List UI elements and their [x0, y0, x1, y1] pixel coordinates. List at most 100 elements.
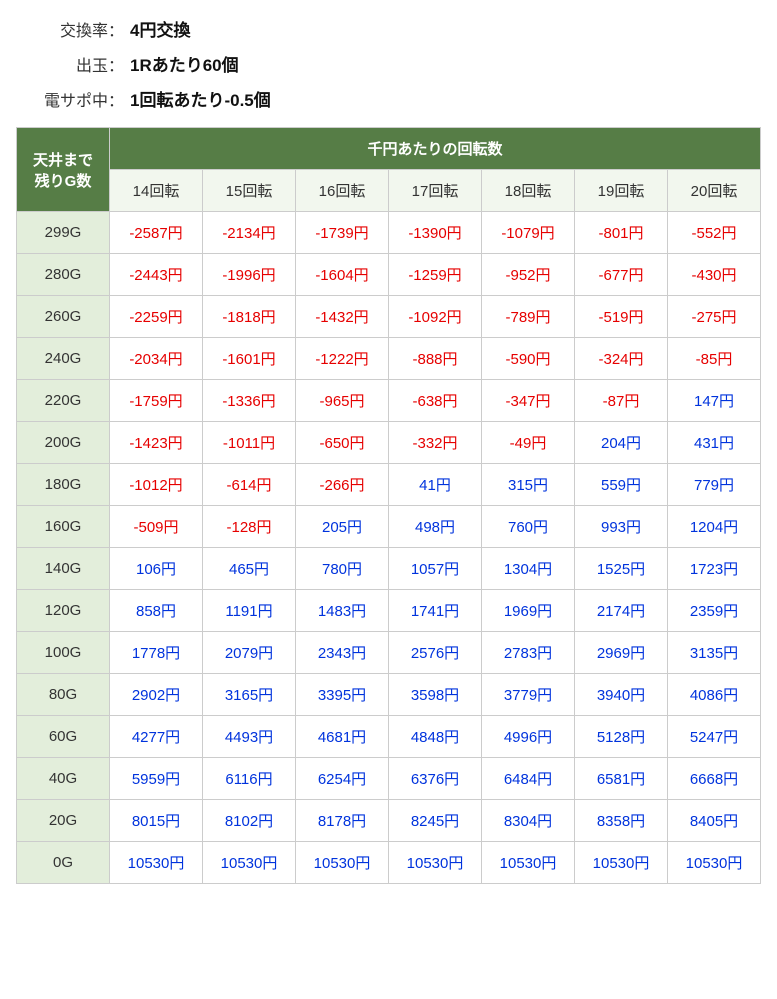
value-cell: -1759円 — [110, 380, 203, 422]
value-cell: 5128円 — [575, 716, 668, 758]
value-cell: 780円 — [296, 548, 389, 590]
table-row: 299G-2587円-2134円-1739円-1390円-1079円-801円-… — [17, 212, 761, 254]
value-cell: -590円 — [482, 338, 575, 380]
value-cell: 10530円 — [575, 842, 668, 884]
value-cell: -1432円 — [296, 296, 389, 338]
row-header: 40G — [17, 758, 110, 800]
row-header: 100G — [17, 632, 110, 674]
value-cell: 205円 — [296, 506, 389, 548]
table-head: 天井まで 残りG数 千円あたりの回転数 14回転15回転16回転17回転18回転… — [17, 128, 761, 212]
col-header: 15回転 — [203, 170, 296, 212]
value-cell: 6376円 — [389, 758, 482, 800]
value-cell: -85円 — [668, 338, 761, 380]
table-row: 200G-1423円-1011円-650円-332円-49円204円431円 — [17, 422, 761, 464]
value-cell: 1191円 — [203, 590, 296, 632]
row-header: 160G — [17, 506, 110, 548]
value-cell: 2576円 — [389, 632, 482, 674]
info-row-densapo: 電サポ中： 1回転あたり-0.5個 — [16, 86, 761, 111]
value-cell: -347円 — [482, 380, 575, 422]
value-cell: 559円 — [575, 464, 668, 506]
table-row: 160G-509円-128円205円498円760円993円1204円 — [17, 506, 761, 548]
value-cell: 1778円 — [110, 632, 203, 674]
col-header: 17回転 — [389, 170, 482, 212]
value-cell: 10530円 — [389, 842, 482, 884]
value-cell: -1092円 — [389, 296, 482, 338]
value-cell: -1336円 — [203, 380, 296, 422]
value-cell: 8358円 — [575, 800, 668, 842]
table-row: 140G106円465円780円1057円1304円1525円1723円 — [17, 548, 761, 590]
value-cell: -1011円 — [203, 422, 296, 464]
value-cell: 3779円 — [482, 674, 575, 716]
value-cell: 315円 — [482, 464, 575, 506]
table-row: 0G10530円10530円10530円10530円10530円10530円10… — [17, 842, 761, 884]
value-cell: -1079円 — [482, 212, 575, 254]
value-cell: -430円 — [668, 254, 761, 296]
value-cell: 1304円 — [482, 548, 575, 590]
value-cell: 8015円 — [110, 800, 203, 842]
value-cell: -2034円 — [110, 338, 203, 380]
value-cell: -1604円 — [296, 254, 389, 296]
value-cell: 1057円 — [389, 548, 482, 590]
table-row: 260G-2259円-1818円-1432円-1092円-789円-519円-2… — [17, 296, 761, 338]
value-cell: -1739円 — [296, 212, 389, 254]
row-header: 260G — [17, 296, 110, 338]
row-header: 140G — [17, 548, 110, 590]
col-header: 14回転 — [110, 170, 203, 212]
value-cell: -1390円 — [389, 212, 482, 254]
row-header: 120G — [17, 590, 110, 632]
row-header: 299G — [17, 212, 110, 254]
value-cell: -519円 — [575, 296, 668, 338]
value-cell: 8245円 — [389, 800, 482, 842]
value-cell: -1996円 — [203, 254, 296, 296]
row-header: 240G — [17, 338, 110, 380]
value-cell: 779円 — [668, 464, 761, 506]
value-cell: 1204円 — [668, 506, 761, 548]
table-row: 60G4277円4493円4681円4848円4996円5128円5247円 — [17, 716, 761, 758]
value-cell: -1818円 — [203, 296, 296, 338]
value-cell: 498円 — [389, 506, 482, 548]
value-cell: 2783円 — [482, 632, 575, 674]
value-cell: -952円 — [482, 254, 575, 296]
value-cell: 106円 — [110, 548, 203, 590]
header-row-1: 天井まで 残りG数 千円あたりの回転数 — [17, 128, 761, 170]
value-cell: -266円 — [296, 464, 389, 506]
spanning-header: 千円あたりの回転数 — [110, 128, 761, 170]
table-body: 299G-2587円-2134円-1739円-1390円-1079円-801円-… — [17, 212, 761, 884]
value-cell: 6116円 — [203, 758, 296, 800]
table-row: 220G-1759円-1336円-965円-638円-347円-87円147円 — [17, 380, 761, 422]
value-cell: -2259円 — [110, 296, 203, 338]
value-cell: -1423円 — [110, 422, 203, 464]
value-cell: 3940円 — [575, 674, 668, 716]
value-cell: -87円 — [575, 380, 668, 422]
info-block: 交換率： 4円交換 出玉： 1Rあたり60個 電サポ中： 1回転あたり-0.5個 — [16, 16, 761, 111]
table-row: 240G-2034円-1601円-1222円-888円-590円-324円-85… — [17, 338, 761, 380]
value-cell: -638円 — [389, 380, 482, 422]
value-cell: 3135円 — [668, 632, 761, 674]
info-value: 4円交換 — [130, 16, 190, 41]
value-cell: 6254円 — [296, 758, 389, 800]
value-cell: 3165円 — [203, 674, 296, 716]
value-cell: 2359円 — [668, 590, 761, 632]
value-cell: 8102円 — [203, 800, 296, 842]
value-cell: 2174円 — [575, 590, 668, 632]
value-cell: 4848円 — [389, 716, 482, 758]
value-cell: 4996円 — [482, 716, 575, 758]
info-value: 1Rあたり60個 — [130, 51, 239, 76]
value-cell: 3395円 — [296, 674, 389, 716]
value-cell: 10530円 — [482, 842, 575, 884]
value-cell: -332円 — [389, 422, 482, 464]
value-cell: -789円 — [482, 296, 575, 338]
info-row-payout: 出玉： 1Rあたり60個 — [16, 51, 761, 76]
value-cell: 4493円 — [203, 716, 296, 758]
value-cell: -1222円 — [296, 338, 389, 380]
info-value: 1回転あたり-0.5個 — [130, 86, 271, 111]
value-cell: 4681円 — [296, 716, 389, 758]
value-cell: 41円 — [389, 464, 482, 506]
value-cell: 1969円 — [482, 590, 575, 632]
value-cell: 993円 — [575, 506, 668, 548]
value-cell: 147円 — [668, 380, 761, 422]
table-row: 20G8015円8102円8178円8245円8304円8358円8405円 — [17, 800, 761, 842]
row-header: 20G — [17, 800, 110, 842]
value-cell: 10530円 — [668, 842, 761, 884]
value-cell: 10530円 — [296, 842, 389, 884]
